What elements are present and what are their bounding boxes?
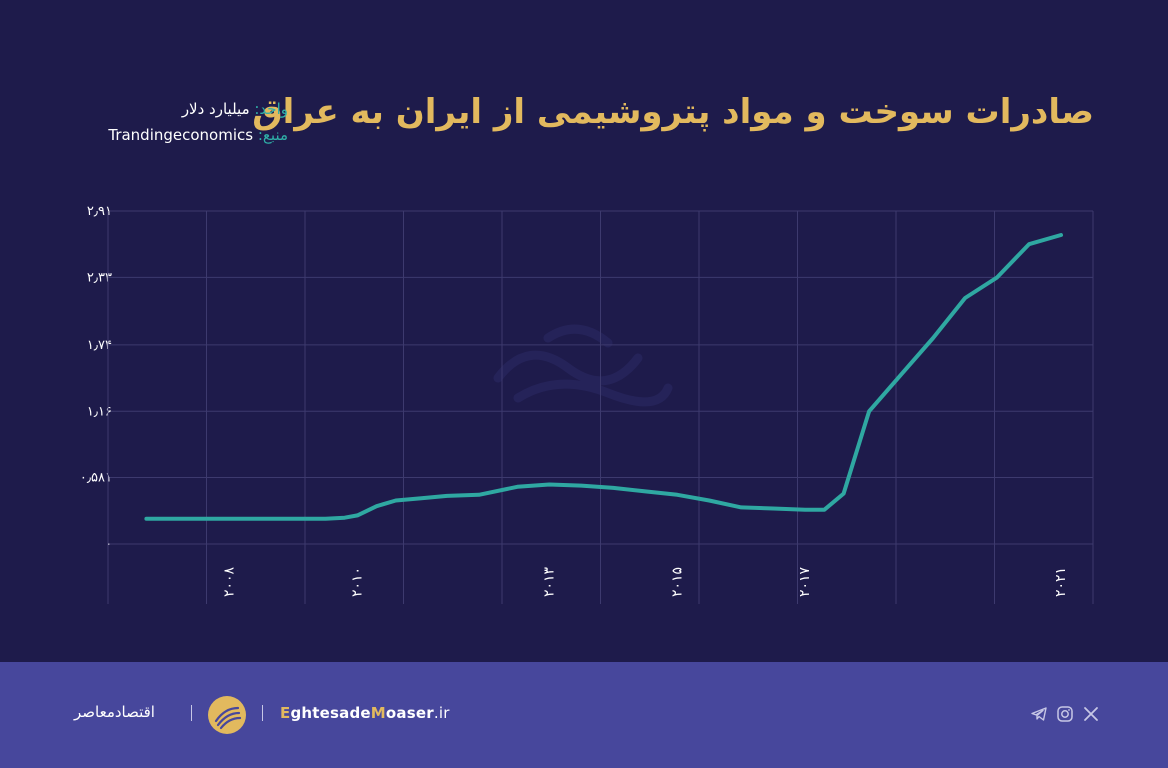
site-tld: .ir — [433, 704, 450, 722]
x-tick-label: ۲۰۱۳ — [541, 566, 557, 597]
website-link[interactable]: EghtesadeMoaser.ir — [280, 704, 450, 722]
x-tick-label: ۲۰۱۵ — [669, 567, 685, 597]
x-tick-label: ۲۰۱۷ — [797, 566, 813, 597]
unit-value: میلیارد دلار — [181, 100, 255, 118]
social-links — [1030, 705, 1100, 723]
unit-key: واحد: — [254, 100, 288, 118]
y-tick-label: ۰ — [105, 537, 112, 552]
x-icon[interactable] — [1082, 705, 1100, 723]
brand-name: اقتصادمعاصر — [74, 703, 155, 721]
y-tick-label: ۱٫۷۴ — [87, 338, 112, 353]
y-tick-label: ۱٫۱۶ — [87, 404, 112, 419]
y-tick-label: ۲٫۹۱ — [87, 204, 112, 219]
x-tick-label: ۲۰۱۰ — [349, 567, 365, 597]
watermark-logo-icon — [493, 324, 673, 407]
site-word-oaser: oaser — [385, 704, 434, 722]
footer-separator — [191, 705, 192, 721]
site-word-ghtesade: ghtesade — [290, 704, 371, 722]
source-value: Trandingeconomics — [108, 126, 258, 144]
site-letter-e: E — [280, 704, 291, 722]
unit-row: واحد: میلیارد دلار — [74, 96, 288, 122]
y-tick-label: ۲٫۳۳ — [87, 270, 112, 285]
telegram-icon[interactable] — [1030, 705, 1048, 723]
chart-title: صادرات سوخت و مواد پتروشیمی از ایران به … — [252, 92, 1094, 132]
brand-logo-icon — [208, 696, 246, 734]
y-tick-label: ۰٫۵۸۱ — [80, 471, 112, 486]
line-chart: ۰ ۰٫۵۸۱ ۱٫۱۶ ۱٫۷۴ ۲٫۳۳ ۲٫۹۱ ۲۰۰۸ ۲۰۱۰ ۲۰۱۳ ۲۰۱۵ ۲۰… — [80, 204, 1094, 604]
x-tick-label: ۲۰۰۸ — [222, 566, 238, 597]
source-key: منبع: — [257, 126, 288, 144]
instagram-icon[interactable] — [1056, 705, 1074, 723]
footer-separator — [262, 705, 263, 721]
x-tick-label: ۲۰۲۱ — [1053, 567, 1069, 597]
site-letter-m: M — [370, 704, 386, 722]
data-series-line — [144, 233, 1063, 521]
footer-bar: اقتصادمعاصر EghtesadeMoaser.ir — [0, 662, 1168, 768]
chart-meta: واحد: میلیارد دلار منبع: Trandingeconomi… — [74, 96, 288, 148]
source-row: منبع: Trandingeconomics — [74, 122, 288, 148]
